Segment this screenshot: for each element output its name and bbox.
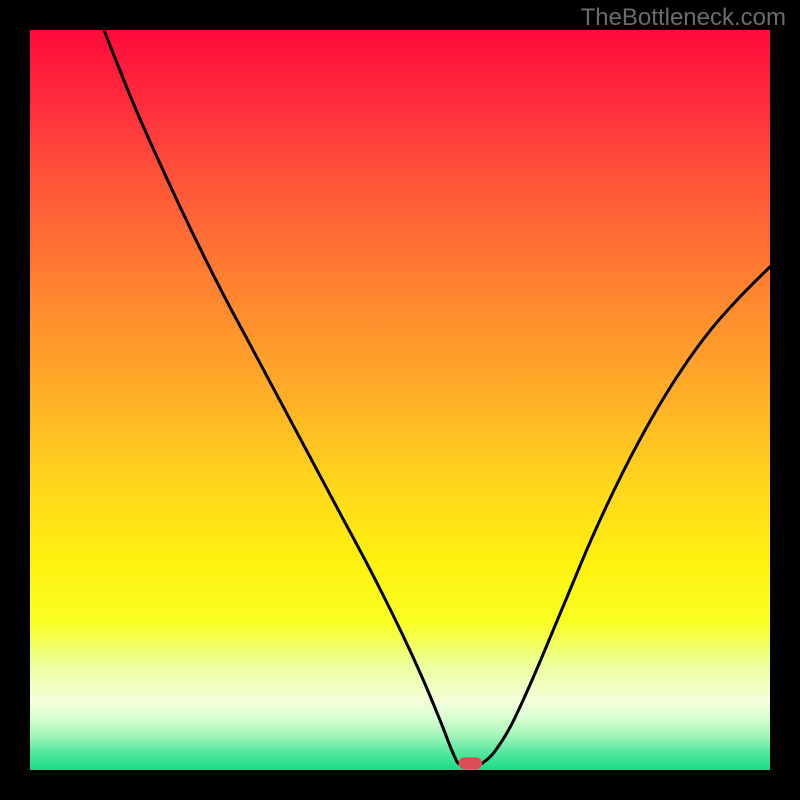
gradient-background	[30, 30, 770, 770]
chart-container: { "watermark": { "text": "TheBottleneck.…	[0, 0, 800, 800]
watermark-text: TheBottleneck.com	[581, 4, 786, 32]
optimal-marker	[458, 757, 482, 769]
bottleneck-chart	[0, 0, 800, 800]
